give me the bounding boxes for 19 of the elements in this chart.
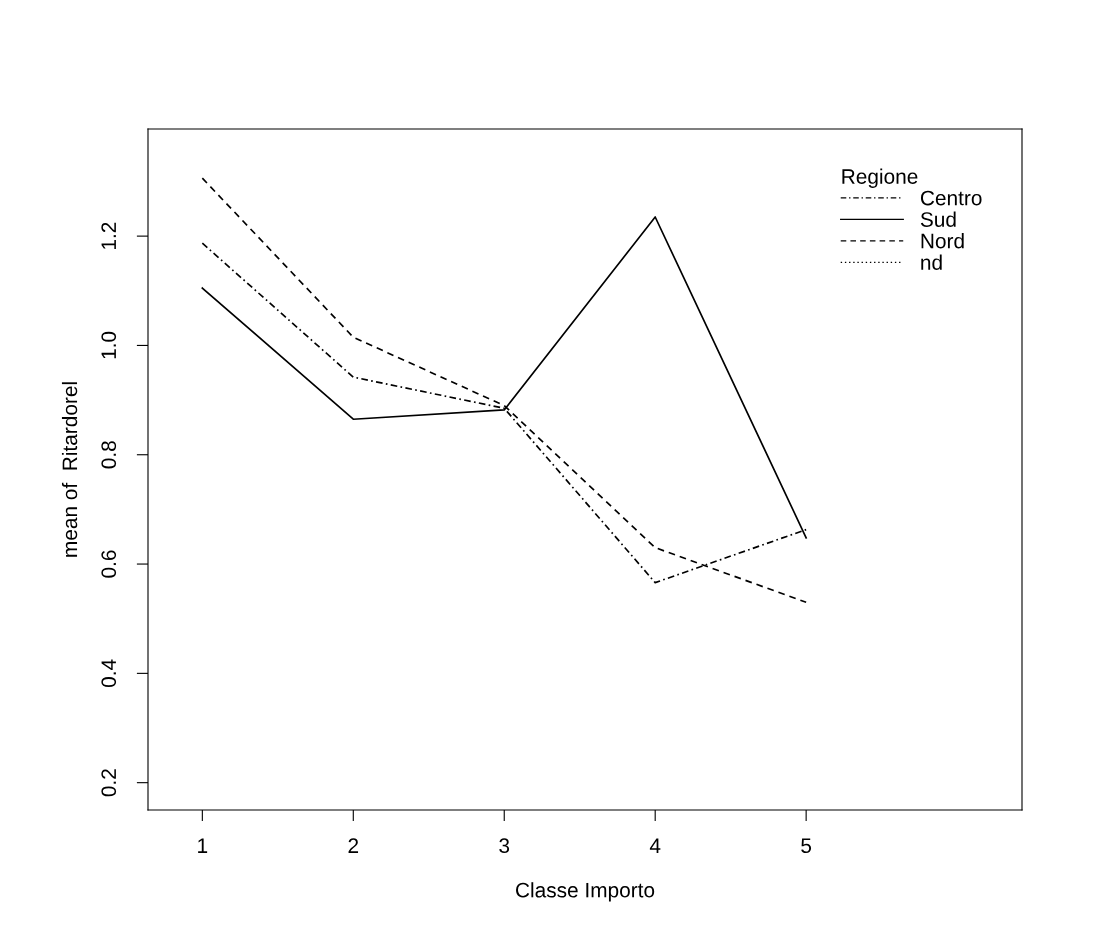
- y-tick-label: 1.2: [101, 222, 116, 250]
- x-tick-label: 1: [198, 838, 208, 853]
- y-tick-label: 0.2: [101, 769, 117, 797]
- x-axis-title: Classe Importo: [516, 882, 655, 902]
- y-tick-label: 1.0: [101, 331, 117, 359]
- legend-label: Centro: [920, 190, 982, 206]
- legend-title: Regione: [842, 168, 918, 188]
- y-tick-label: 0.4: [101, 659, 117, 688]
- y-tick-label: 0.8: [101, 441, 117, 469]
- x-tick-label: 2: [348, 838, 359, 853]
- x-tick-label: 3: [499, 838, 510, 854]
- legend-label: nd: [921, 254, 942, 270]
- legend-label: Nord: [921, 233, 964, 249]
- y-tick-label: 0.6: [101, 550, 117, 578]
- legend-label: Sud: [920, 211, 956, 227]
- x-tick-label: 5: [801, 838, 812, 854]
- x-tick-label: 4: [649, 838, 661, 853]
- y-axis-title: mean of Ritardorel: [61, 382, 78, 557]
- line-series: [201, 177, 807, 604]
